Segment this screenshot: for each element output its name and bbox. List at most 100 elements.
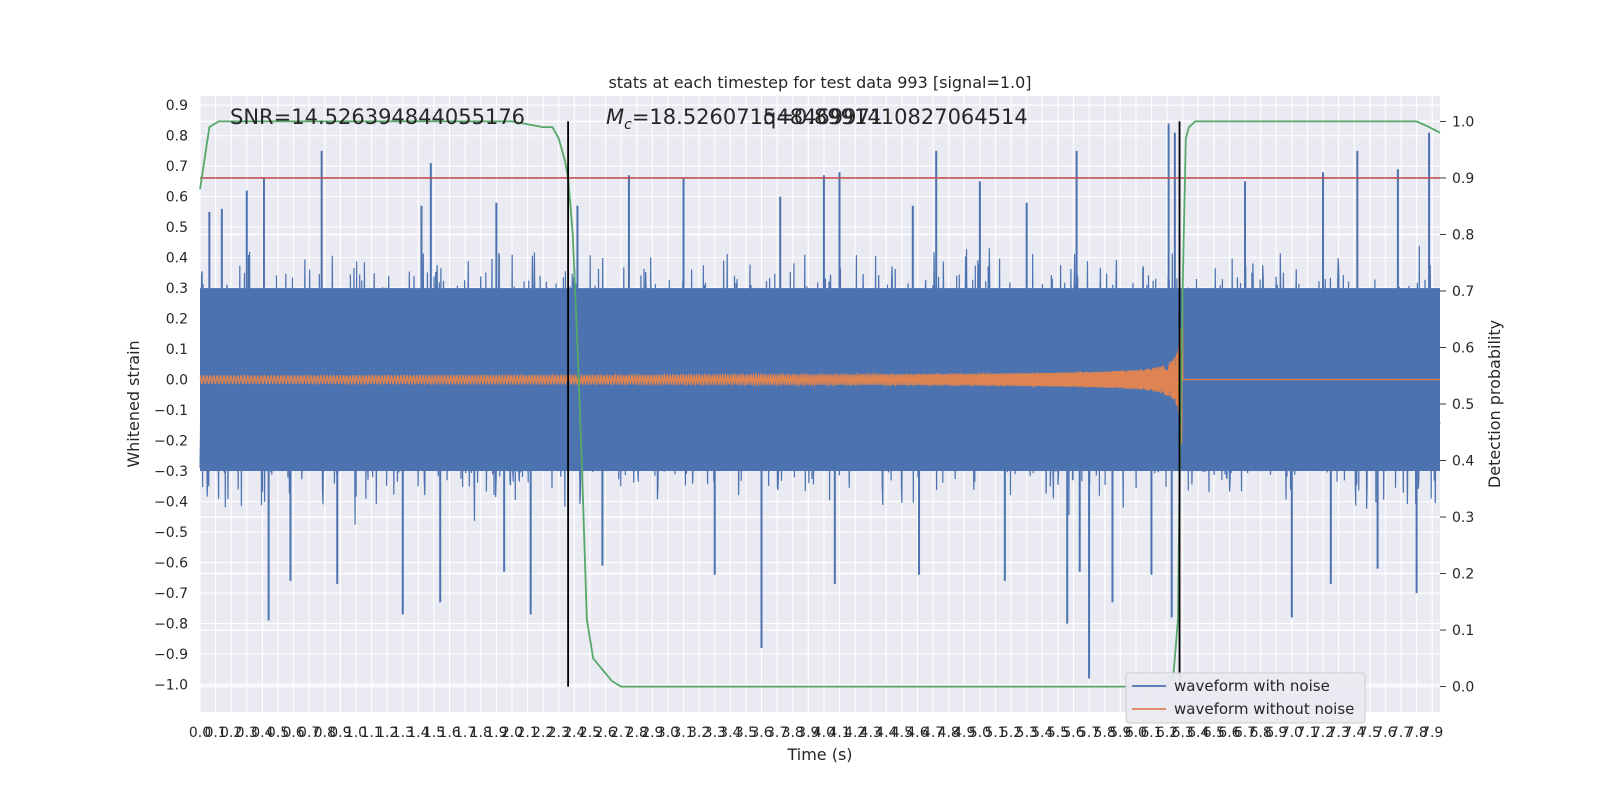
y-tick-label: −0.8 (154, 617, 188, 633)
y-tick-label: 0.4 (166, 251, 188, 267)
y2-tick-label: 0.2 (1452, 567, 1474, 583)
x-tick-label: 2.0 (501, 725, 523, 741)
chirp-mass-annotation: Mc=18.526071548469971 (606, 105, 883, 133)
x-tick-label: 4.2 (844, 725, 866, 741)
plot-marks (199, 120, 1441, 688)
x-tick-labels: 0.00.10.20.30.40.50.60.70.80.91.01.11.21… (189, 725, 1443, 741)
x-tick-label: 1.4 (407, 725, 429, 741)
x-tick-label: 7.3 (1327, 725, 1349, 741)
x-tick-label: 7.5 (1359, 725, 1381, 741)
x-tick-label: 3.9 (797, 725, 819, 741)
x-tick-label: 2.1 (516, 725, 538, 741)
x-tick-label: 5.0 (969, 725, 991, 741)
series-detection-probability (199, 120, 1441, 688)
x-tick-label: 6.4 (1187, 725, 1209, 741)
legend-box (1125, 672, 1366, 724)
y-tick-label: 0.2 (166, 312, 188, 328)
x-tick-label: 4.1 (828, 725, 850, 741)
chirp-mass-symbol: M (606, 105, 624, 129)
x-tick-label: 3.8 (782, 725, 804, 741)
x-tick-label: 0.6 (282, 725, 304, 741)
x-tick-label: 4.3 (860, 725, 882, 741)
x-tick-label: 7.8 (1405, 725, 1427, 741)
event-vertical-lines (567, 121, 1181, 687)
noise-trace (199, 245, 1441, 525)
y-tick-label: −0.1 (154, 403, 188, 419)
x-tick-label: 2.6 (594, 725, 616, 741)
chirp-mass-value: =18.526071548469971 (632, 105, 883, 129)
y-tick-label: −0.5 (154, 525, 188, 541)
y-tick-label: −0.3 (154, 464, 188, 480)
snr-annotation: SNR=14.526394844055176 (230, 105, 525, 129)
x-tick-label: 4.4 (875, 725, 897, 741)
x-tick-label: 1.2 (376, 725, 398, 741)
x-tick-label: 2.2 (532, 725, 554, 741)
x-tick-label: 6.6 (1218, 725, 1240, 741)
x-tick-label: 5.1 (984, 725, 1006, 741)
x-tick-label: 7.4 (1343, 725, 1365, 741)
series-waveform-without-noise (199, 290, 1440, 444)
x-tick-label: 0.1 (204, 725, 226, 741)
x-tick-label: 0.3 (236, 725, 258, 741)
y2-tick-label: 0.3 (1452, 510, 1474, 526)
y2-tick-label: 0.6 (1452, 340, 1474, 356)
x-tick-label: 3.5 (735, 725, 757, 741)
x-axis-label: Time (s) (786, 745, 852, 764)
x-tick-label: 5.3 (1016, 725, 1038, 741)
y2-tick-label: 0.1 (1452, 623, 1474, 639)
y-tick-label: −0.7 (154, 586, 188, 602)
x-tick-label: 7.2 (1312, 725, 1334, 741)
y-tick-label: 0.3 (166, 281, 188, 297)
x-tick-label: 0.5 (267, 725, 289, 741)
x-tick-label: 6.3 (1172, 725, 1194, 741)
y2-tick-label: 0.0 (1452, 680, 1474, 696)
x-tick-label: 4.9 (953, 725, 975, 741)
chirp-mass-subscript: c (624, 117, 632, 133)
y-tick-label: 0.8 (166, 129, 188, 145)
x-tick-label: 0.0 (189, 725, 211, 741)
x-tick-label: 6.0 (1125, 725, 1147, 741)
x-tick-label: 0.4 (251, 725, 273, 741)
legend-label-clean: waveform without noise (1174, 700, 1354, 718)
y2-tick-labels: 0.0 0.1 0.2 0.3 0.4 0.5 0.6 0.7 0.8 0.9 1.0 (1440, 114, 1474, 696)
x-tick-label: 2.5 (579, 725, 601, 741)
x-tick-label: 0.2 (220, 725, 242, 741)
y-tick-label: 0.5 (166, 220, 188, 236)
x-tick-label: 4.5 (891, 725, 913, 741)
x-tick-label: 5.9 (1109, 725, 1131, 741)
x-tick-label: 3.6 (750, 725, 772, 741)
x-tick-label: 4.6 (906, 725, 928, 741)
x-tick-label: 3.0 (657, 725, 679, 741)
x-tick-label: 2.7 (610, 725, 632, 741)
x-tick-label: 5.7 (1078, 725, 1100, 741)
x-tick-label: 7.6 (1374, 725, 1396, 741)
legend: waveform with noise waveform without noi… (1125, 672, 1366, 724)
x-tick-label: 7.0 (1281, 725, 1303, 741)
legend-label-noise: waveform with noise (1174, 677, 1330, 695)
y-tick-label: 0.9 (166, 98, 188, 114)
y-tick-label: 0.0 (166, 373, 188, 389)
x-tick-label: 0.7 (298, 725, 320, 741)
y2-tick-label: 0.4 (1452, 454, 1474, 470)
x-tick-label: 1.1 (360, 725, 382, 741)
x-tick-label: 1.6 (438, 725, 460, 741)
x-tick-label: 7.9 (1421, 725, 1443, 741)
y-tick-label: −0.4 (154, 495, 188, 511)
x-tick-label: 4.0 (813, 725, 835, 741)
x-tick-label: 4.7 (922, 725, 944, 741)
y2-tick-label: 1.0 (1452, 114, 1474, 130)
mass-ratio-annotation: q=0.8991410827064514 (763, 105, 1028, 129)
x-tick-label: 5.5 (1047, 725, 1069, 741)
y2-tick-label: 0.7 (1452, 284, 1474, 300)
x-tick-label: 7.1 (1296, 725, 1318, 741)
x-tick-label: 1.9 (485, 725, 507, 741)
x-tick-label: 3.4 (719, 725, 741, 741)
y-tick-label: 0.7 (166, 159, 188, 175)
y2-tick-label: 0.8 (1452, 227, 1474, 243)
x-tick-label: 1.0 (345, 725, 367, 741)
x-tick-label: 5.2 (1000, 725, 1022, 741)
x-tick-label: 3.7 (766, 725, 788, 741)
x-tick-label: 6.7 (1234, 725, 1256, 741)
x-tick-label: 2.4 (563, 725, 585, 741)
